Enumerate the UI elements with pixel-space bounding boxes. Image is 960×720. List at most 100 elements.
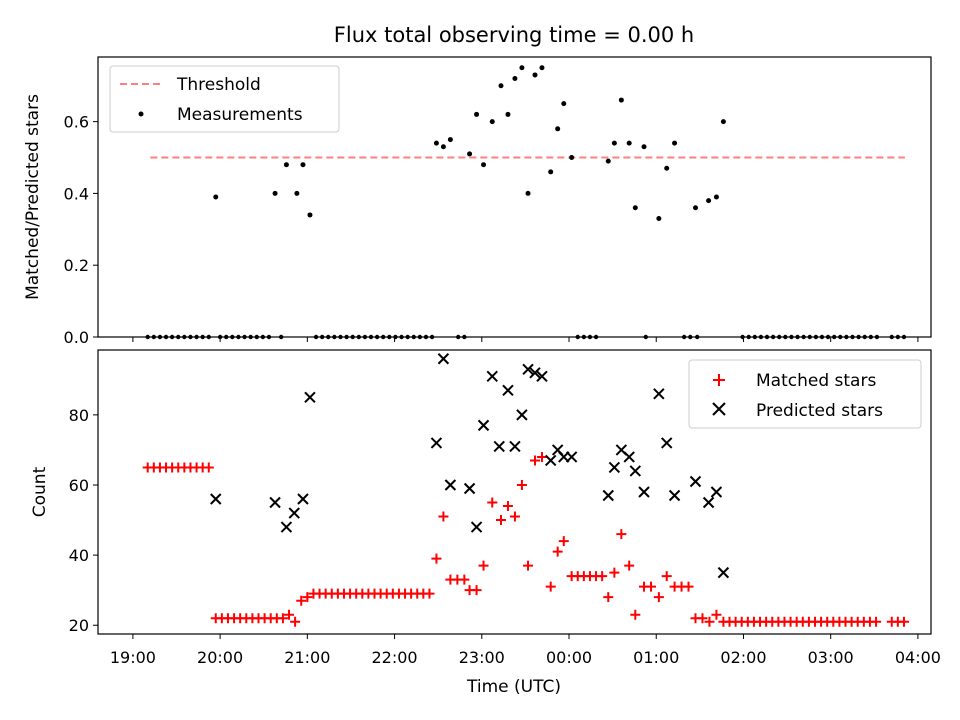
- ratio-marks: [145, 65, 907, 340]
- predicted-star-point: [509, 440, 521, 453]
- predicted-star-point: [288, 507, 300, 519]
- figure-title: Flux total observing time = 0.00 h: [334, 23, 694, 47]
- measurement-point: [844, 334, 849, 340]
- measurement-point: [813, 334, 819, 340]
- measurement-point: [230, 334, 235, 340]
- matched-star-point: [536, 451, 547, 462]
- matched-star-point: [302, 592, 313, 603]
- matched-star-point: [597, 571, 608, 582]
- legend-matched-swatch: [713, 374, 725, 386]
- measurement-point: [405, 334, 410, 340]
- ratio-y-tick-label: 0.6: [64, 113, 89, 132]
- measurement-point: [417, 334, 423, 340]
- measurement-point: [758, 334, 764, 340]
- measurement-point: [474, 111, 480, 117]
- measurement-point: [313, 334, 319, 340]
- matched-star-point: [552, 546, 563, 557]
- measurement-point: [783, 334, 788, 340]
- measurement-point: [789, 334, 794, 340]
- measurement-point: [656, 216, 662, 222]
- matched-star-point: [704, 616, 715, 627]
- measurement-point: [569, 155, 575, 161]
- measurement-point: [862, 334, 867, 340]
- measurement-point: [481, 162, 487, 168]
- measurement-point: [641, 144, 647, 150]
- predicted-star-point: [486, 370, 498, 383]
- measurement-point: [889, 334, 894, 340]
- predicted-star-point: [437, 353, 450, 365]
- predicted-star-point: [544, 454, 557, 467]
- measurement-point: [387, 334, 392, 340]
- measurement-point: [429, 334, 435, 340]
- measurement-point: [381, 334, 386, 340]
- predicted-star-point: [297, 493, 309, 505]
- measurement-point: [368, 334, 374, 340]
- matched-star-point: [558, 536, 569, 547]
- legend-predicted-label: Predicted stars: [756, 401, 883, 421]
- matched-star-point: [516, 479, 527, 490]
- matched-star-point: [502, 501, 513, 512]
- predicted-star-point: [653, 388, 665, 400]
- measurement-point: [770, 334, 776, 340]
- measurement-point: [874, 334, 880, 340]
- measurement-point: [713, 194, 719, 200]
- matched-star-point: [545, 581, 556, 592]
- matched-star-point: [529, 455, 540, 466]
- measurement-point: [224, 334, 229, 340]
- ratio-legend-box: [109, 65, 340, 133]
- measurement-point: [206, 334, 211, 340]
- matched-star-point: [487, 497, 498, 508]
- matched-star-point: [431, 553, 442, 564]
- legend-threshold-label: Threshold: [176, 75, 261, 95]
- matched-star-point: [471, 585, 482, 596]
- measurement-point: [145, 334, 150, 340]
- matched-star-point: [277, 613, 288, 624]
- measurement-point: [319, 334, 325, 340]
- predicted-star-point: [717, 566, 730, 579]
- measurement-point: [278, 334, 284, 340]
- measurement-point: [163, 334, 169, 340]
- measurement-point: [632, 205, 638, 211]
- count-x-tick-label: 21:00: [284, 648, 330, 667]
- measurement-point: [399, 334, 404, 340]
- ratio-y-axis-label: Matched/Predicted stars: [23, 94, 43, 300]
- measurement-point: [344, 334, 349, 340]
- measurement-point: [272, 190, 278, 196]
- predicted-star-point: [502, 384, 514, 397]
- measurement-point: [456, 334, 461, 340]
- matched-star-point: [697, 613, 708, 624]
- measurement-point: [307, 212, 313, 218]
- count-legend: Matched stars Predicted stars: [688, 359, 922, 429]
- count-x-tick-label: 03:00: [808, 648, 854, 667]
- measurement-point: [611, 140, 617, 146]
- measurement-point: [182, 334, 187, 340]
- measurement-point: [169, 334, 175, 340]
- matched-star-point: [711, 609, 722, 620]
- measurement-point: [236, 334, 241, 340]
- ratio-y-tick-label: 0.4: [64, 184, 89, 203]
- count-y-ticks: 20 40 60 80: [69, 406, 98, 635]
- count-y-tick-label: 40: [69, 546, 89, 565]
- measurement-point: [532, 72, 538, 78]
- count-y-tick-label: 60: [69, 476, 89, 495]
- matched-star-point: [459, 574, 470, 585]
- count-legend-box: [688, 359, 922, 429]
- measurement-point: [664, 165, 670, 171]
- legend-matched-label: Matched stars: [756, 371, 876, 391]
- measurement-point: [740, 334, 745, 340]
- matched-star-point: [661, 571, 672, 582]
- measurement-point: [489, 119, 495, 125]
- ratio-axes-frame: [97, 56, 932, 338]
- legend-measurements-label: Measurements: [177, 105, 303, 125]
- matched-star-point: [624, 560, 635, 571]
- measurement-point: [643, 334, 648, 340]
- measurement-point: [266, 334, 272, 340]
- matched-star-point: [871, 616, 882, 627]
- measurement-point: [505, 111, 511, 117]
- predicted-star-point: [689, 475, 702, 488]
- measurement-point: [539, 65, 545, 71]
- matched-star-point: [203, 462, 214, 473]
- measurement-point: [856, 334, 861, 340]
- matched-star-point: [630, 609, 641, 620]
- measurement-point: [681, 334, 687, 340]
